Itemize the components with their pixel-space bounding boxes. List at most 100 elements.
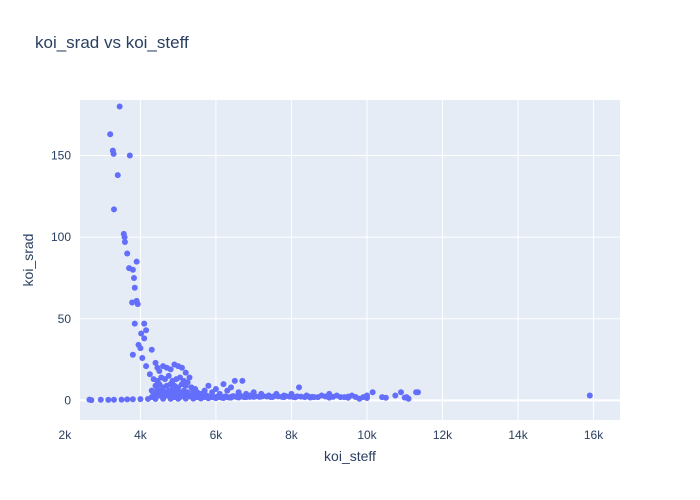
scatter-point <box>228 384 235 391</box>
scatter-point <box>143 327 150 334</box>
scatter-point <box>133 258 140 265</box>
scatter-point <box>165 372 172 379</box>
scatter-point <box>212 395 219 402</box>
y-tick-label: 50 <box>58 312 72 326</box>
x-tick-label: 12k <box>433 428 453 442</box>
scatter-point <box>186 374 193 381</box>
x-tick-label: 14k <box>508 428 528 442</box>
scatter-point <box>105 396 112 403</box>
scatter-point <box>356 395 363 402</box>
scatter-point <box>116 103 123 110</box>
scatter-point <box>269 393 276 400</box>
scatter-point <box>178 364 185 371</box>
scatter-point <box>318 392 325 399</box>
scatter-point <box>292 394 299 401</box>
scatter-point <box>220 394 227 401</box>
scatter-point <box>129 351 136 358</box>
scatter-point <box>345 394 352 401</box>
chart-title: koi_srad vs koi_steff <box>35 33 189 52</box>
scatter-point <box>124 396 131 403</box>
scatter-point <box>182 382 189 389</box>
scatter-point <box>121 239 128 246</box>
scatter-point <box>296 384 303 391</box>
y-tick-label: 100 <box>51 230 71 244</box>
scatter-point <box>382 394 389 401</box>
scatter-point <box>126 152 133 159</box>
scatter-point <box>141 335 148 342</box>
scatter-point <box>131 320 138 327</box>
x-tick-label: 4k <box>134 428 148 442</box>
y-axis-ticks: 0 50 100 150 <box>51 149 71 408</box>
scatter-point <box>216 390 223 397</box>
scatter-point <box>138 330 145 337</box>
scatter-point <box>134 301 141 308</box>
x-tick-label: 8k <box>285 428 299 442</box>
scatter-point <box>88 397 95 404</box>
scatter-point <box>197 395 204 402</box>
scatter-point <box>144 395 151 402</box>
x-tick-label: 2k <box>59 428 73 442</box>
scatter-point <box>586 392 593 399</box>
scatter-point <box>137 345 144 352</box>
x-axis-title: koi_steff <box>324 448 376 464</box>
scatter-point <box>107 131 114 138</box>
x-tick-label: 16k <box>584 428 604 442</box>
scatter-point <box>401 394 408 401</box>
scatter-point <box>280 394 287 401</box>
scatter-point <box>307 394 314 401</box>
x-tick-label: 6k <box>210 428 224 442</box>
scatter-point <box>129 396 136 403</box>
grid-lines <box>80 100 620 420</box>
scatter-point <box>369 389 376 396</box>
scatter-point <box>121 234 128 241</box>
scatter-point <box>250 393 257 400</box>
scatter-point <box>148 387 155 394</box>
scatter-point <box>110 206 117 213</box>
scatter-point <box>243 394 250 401</box>
scatter-point <box>182 369 189 376</box>
scatter-point <box>143 363 150 370</box>
scatter-point <box>141 320 148 327</box>
scatter-point <box>148 346 155 353</box>
scatter-point <box>201 387 208 394</box>
scatter-point <box>114 172 121 179</box>
y-axis-title: koi_srad <box>20 234 36 287</box>
scatter-point <box>397 389 404 396</box>
scatter-point <box>228 394 235 401</box>
scatter-point <box>97 396 104 403</box>
y-tick-label: 0 <box>64 393 71 407</box>
scatter-point <box>235 394 242 401</box>
scatter-point <box>146 371 153 378</box>
scatter-point <box>205 382 212 389</box>
scatter-point <box>152 395 159 402</box>
scatter-point <box>137 396 144 403</box>
scatter-point <box>160 395 167 402</box>
scatter-point <box>156 368 163 375</box>
scatter-point <box>152 359 159 366</box>
scatter-point <box>363 394 370 401</box>
scatter-point <box>131 274 137 281</box>
scatter-point <box>239 377 246 384</box>
scatter-point <box>190 395 197 402</box>
scatter-point <box>129 266 136 273</box>
scatter-point <box>182 395 189 402</box>
x-tick-label: 10k <box>357 428 377 442</box>
marker-layer <box>86 103 593 404</box>
scatter-point <box>220 381 227 388</box>
scatter-point <box>414 389 421 396</box>
y-tick-label: 150 <box>51 149 71 163</box>
scatter-point <box>205 395 212 402</box>
scatter-point <box>167 395 174 402</box>
scatter-point <box>258 393 265 400</box>
scatter-point <box>124 250 131 257</box>
scatter-point <box>235 389 242 396</box>
scatter-point <box>212 385 219 392</box>
x-axis-ticks: 2k 4k 6k 8k 10k 12k 14k 16k <box>59 428 605 442</box>
scatter-point <box>184 389 191 396</box>
scatter-point <box>326 394 333 401</box>
scatter-point <box>333 392 340 399</box>
scatter-point <box>118 396 125 403</box>
scatter-point <box>167 366 174 373</box>
scatter-point <box>139 354 146 361</box>
